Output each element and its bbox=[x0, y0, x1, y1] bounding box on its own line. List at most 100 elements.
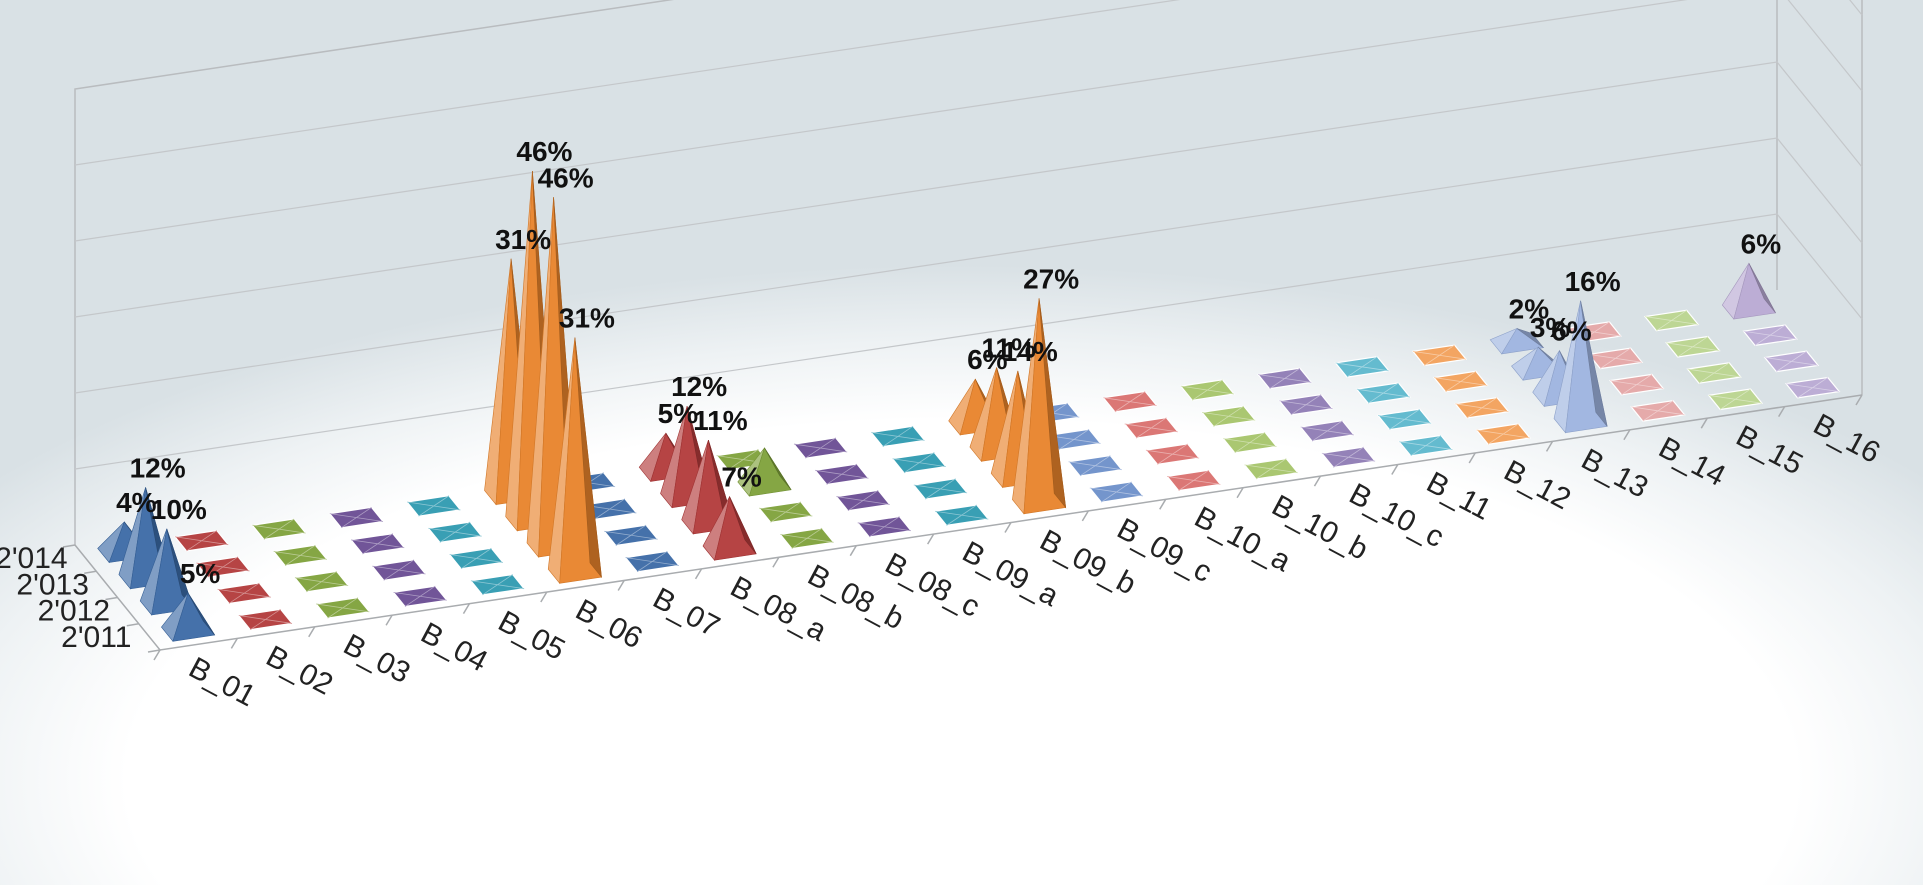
data-label: 31% bbox=[495, 224, 551, 255]
series-label: 2'011 bbox=[61, 621, 131, 654]
pyramid-base-edge bbox=[294, 577, 349, 587]
pyramid-face-right bbox=[187, 592, 215, 636]
category-label: B_14 bbox=[1653, 431, 1730, 493]
category-label: B_07 bbox=[648, 582, 725, 644]
pyramid-B_13-2'014 bbox=[1489, 327, 1545, 355]
pyramid-B_05-2'014 bbox=[405, 495, 462, 517]
pyramid-base-edge bbox=[1089, 487, 1144, 497]
chart-marks bbox=[97, 170, 1841, 642]
category-label: B_16 bbox=[1808, 408, 1885, 470]
pyramid-B_09_b-2'011 bbox=[1012, 298, 1067, 515]
pyramid-base-edge bbox=[1377, 415, 1432, 424]
pyramid-B_09_c-2'011 bbox=[1088, 481, 1145, 503]
pyramid-B_04-2'011 bbox=[392, 585, 448, 608]
pyramid-B_09_a-2'014 bbox=[870, 425, 926, 448]
category-tick bbox=[385, 614, 393, 626]
pyramid-B_09_a-2'013 bbox=[891, 451, 947, 474]
pyramid-B_10_c-2'012 bbox=[1299, 420, 1356, 442]
pyramid-B_16-2'014 bbox=[1721, 262, 1777, 320]
category-label: B_04 bbox=[416, 616, 493, 678]
data-label: 6% bbox=[1551, 316, 1592, 347]
pyramid-B_10_b-2'011 bbox=[1243, 457, 1299, 480]
series-tick bbox=[105, 596, 118, 601]
category-tick bbox=[1081, 510, 1090, 522]
gridline bbox=[74, 61, 1863, 318]
data-label: 5% bbox=[180, 558, 221, 589]
pyramid-base-edge bbox=[1631, 406, 1685, 416]
pyramid-base-edge bbox=[1258, 374, 1312, 383]
pyramid-B_03-2'012 bbox=[293, 570, 350, 593]
pyramid-base-edge bbox=[1743, 330, 1797, 340]
category-tick bbox=[849, 545, 857, 557]
data-label: 27% bbox=[1023, 263, 1079, 294]
category-tick bbox=[926, 533, 935, 545]
category-label: B_03 bbox=[338, 628, 415, 690]
data-label: 16% bbox=[1565, 266, 1621, 297]
pyramid-base-edge bbox=[238, 615, 293, 624]
pyramid-base-edge bbox=[1145, 449, 1200, 459]
category-tick bbox=[1545, 440, 1554, 452]
pyramid-B_07-2'012 bbox=[603, 524, 659, 547]
pyramid-base-edge bbox=[1167, 476, 1221, 485]
pyramid-B_11-2'012 bbox=[1376, 408, 1433, 431]
data-label: 31% bbox=[559, 303, 615, 334]
pyramid-B_13-2'011 bbox=[1553, 300, 1608, 434]
series-tick bbox=[126, 623, 139, 627]
pyramid-B_08_a-2'011 bbox=[702, 495, 757, 561]
pyramid-B_08_b-2'012 bbox=[757, 501, 814, 523]
pyramid-B_02-2'013 bbox=[195, 556, 251, 578]
pyramid-B_12-2'014 bbox=[1411, 344, 1468, 367]
series-label: 2'014 bbox=[0, 542, 68, 575]
pyramid-base-edge bbox=[217, 588, 271, 598]
category-tick bbox=[1159, 498, 1167, 510]
pyramid-B_08_c-2'011 bbox=[856, 515, 913, 538]
pyramid-base-edge bbox=[836, 496, 890, 505]
data-label: 46% bbox=[538, 162, 594, 193]
pyramid-base-edge bbox=[329, 513, 384, 522]
data-label: 4% bbox=[116, 487, 157, 518]
pyramid-face-right bbox=[1748, 263, 1776, 314]
pyramid-B_09_a-2'011 bbox=[933, 504, 990, 527]
pyramid-B_08_c-2'013 bbox=[814, 463, 870, 486]
pyramid-base-edge bbox=[935, 510, 989, 520]
pyramid-base-edge bbox=[1412, 350, 1467, 360]
pyramid-B_02-2'014 bbox=[173, 529, 230, 552]
pyramid-base-edge bbox=[1335, 362, 1389, 372]
pyramid-B_14-2'011 bbox=[1630, 399, 1686, 422]
series-tick bbox=[84, 570, 97, 574]
pyramid-B_16-2'013 bbox=[1742, 324, 1798, 347]
pyramid-B_11-2'011 bbox=[1398, 434, 1454, 457]
pyramid-B_10_a-2'012 bbox=[1144, 443, 1201, 466]
gridline bbox=[74, 213, 1863, 470]
series-label: 2'013 bbox=[16, 568, 88, 601]
pyramid-base-edge bbox=[1223, 438, 1277, 447]
pyramid-base-edge bbox=[1708, 394, 1763, 404]
category-label: B_02 bbox=[261, 640, 338, 702]
pyramid-base-edge bbox=[1476, 429, 1530, 439]
category-tick bbox=[462, 603, 471, 615]
pyramid-base-edge bbox=[196, 562, 250, 572]
pyramid-base-edge bbox=[1180, 385, 1235, 395]
category-tick bbox=[540, 591, 548, 603]
category-tick bbox=[1313, 475, 1322, 487]
pyramid-B_10_a-2'011 bbox=[1166, 469, 1222, 492]
pyramid-base-edge bbox=[1300, 426, 1354, 436]
pyramid-B_14-2'012 bbox=[1608, 373, 1665, 396]
pyramid-base-edge bbox=[1356, 388, 1411, 398]
pyramid-base-edge bbox=[625, 557, 679, 566]
pyramid-base-edge bbox=[871, 432, 925, 441]
data-label: 10% bbox=[151, 494, 207, 525]
pyramid-base-edge bbox=[1588, 353, 1643, 363]
category-tick bbox=[772, 556, 780, 568]
pyramid-base-edge bbox=[1764, 357, 1819, 366]
pyramid-B_05-2'013 bbox=[427, 521, 483, 544]
pyramid-B_10_a-2'014 bbox=[1102, 390, 1158, 413]
data-label: 6% bbox=[967, 344, 1008, 375]
category-tick bbox=[1468, 452, 1476, 464]
chart-floor bbox=[62, 394, 1863, 661]
pyramid-face-right bbox=[1038, 298, 1067, 509]
pyramid-face-right bbox=[1580, 300, 1608, 427]
pyramid-B_03-2'011 bbox=[315, 597, 371, 619]
pyramid-B_04-2'013 bbox=[349, 532, 406, 555]
